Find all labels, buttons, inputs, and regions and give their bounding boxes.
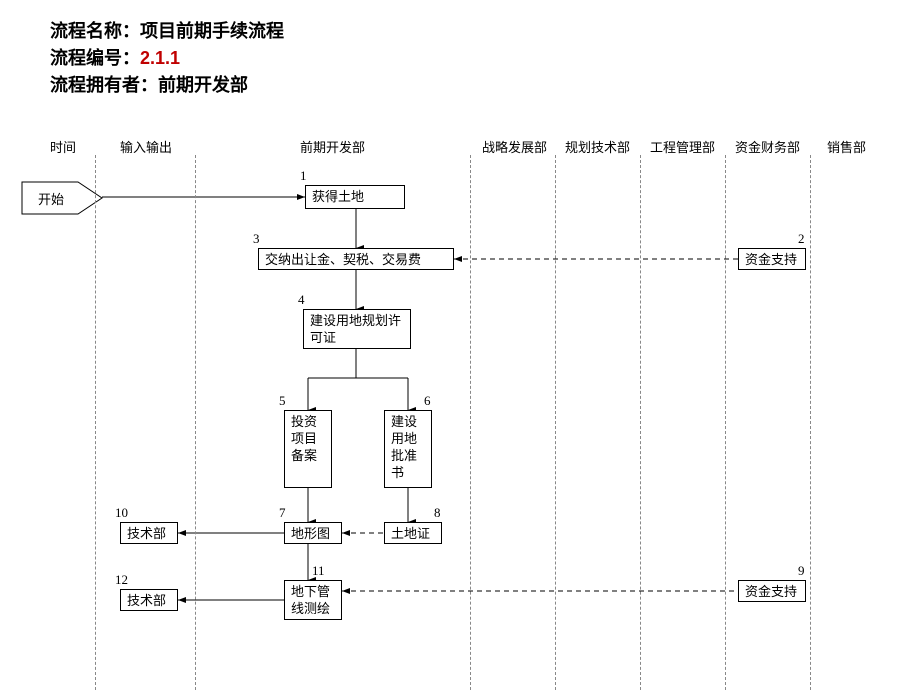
flow-node-n1: 获得土地 — [305, 185, 405, 209]
flow-node-n9: 资金支持 — [738, 580, 806, 602]
col-label: 战略发展部 — [482, 137, 547, 156]
col-divider — [640, 155, 641, 690]
flow-node-num-n2: 2 — [798, 231, 805, 247]
col-divider — [470, 155, 471, 690]
col-label: 销售部 — [827, 137, 866, 156]
start-node: 开始 — [20, 180, 105, 220]
col-divider — [95, 155, 96, 690]
flow-node-n7: 地形图 — [284, 522, 342, 544]
col-divider — [810, 155, 811, 690]
col-divider — [725, 155, 726, 690]
flow-node-n12: 技术部 — [120, 589, 178, 611]
col-label: 时间 — [50, 137, 76, 156]
hdr-name-label: 流程名称： — [50, 21, 140, 41]
flow-node-num-n7: 7 — [279, 505, 286, 521]
col-label: 前期开发部 — [300, 137, 365, 156]
flow-node-n3: 交纳出让金、契税、交易费 — [258, 248, 454, 270]
hdr-owner-value: 前期开发部 — [158, 75, 248, 95]
flow-node-num-n10: 10 — [115, 505, 128, 521]
flow-node-num-n1: 1 — [300, 168, 307, 184]
flow-node-num-n5: 5 — [279, 393, 286, 409]
flow-node-num-n8: 8 — [434, 505, 441, 521]
flow-node-num-n9: 9 — [798, 563, 805, 579]
col-label: 资金财务部 — [735, 137, 800, 156]
col-label: 工程管理部 — [650, 137, 715, 156]
flow-node-num-n6: 6 — [424, 393, 431, 409]
flow-node-num-n12: 12 — [115, 572, 128, 588]
col-label: 输入输出 — [120, 137, 172, 156]
hdr-owner-label: 流程拥有者： — [50, 75, 158, 95]
flow-node-num-n3: 3 — [253, 231, 260, 247]
flow-node-n6: 建设用地批准书 — [384, 410, 432, 488]
col-divider — [195, 155, 196, 690]
hdr-name-value: 项目前期手续流程 — [140, 21, 284, 41]
col-divider — [555, 155, 556, 690]
flow-node-num-n4: 4 — [298, 292, 305, 308]
col-label: 规划技术部 — [565, 137, 630, 156]
flow-node-n10: 技术部 — [120, 522, 178, 544]
hdr-num-label: 流程编号： — [50, 48, 140, 68]
flow-node-n5: 投资项目备案 — [284, 410, 332, 488]
hdr-num-value: 2.1.1 — [140, 48, 180, 68]
flow-node-n4: 建设用地规划许可证 — [303, 309, 411, 349]
flow-node-n11: 地下管线测绘 — [284, 580, 342, 620]
flow-node-n2: 资金支持 — [738, 248, 806, 270]
start-label: 开始 — [38, 189, 64, 208]
flow-node-n8: 土地证 — [384, 522, 442, 544]
flow-node-num-n11: 11 — [312, 563, 325, 579]
flow-header: 流程名称：项目前期手续流程 流程编号：2.1.1 流程拥有者：前期开发部 — [50, 18, 284, 99]
